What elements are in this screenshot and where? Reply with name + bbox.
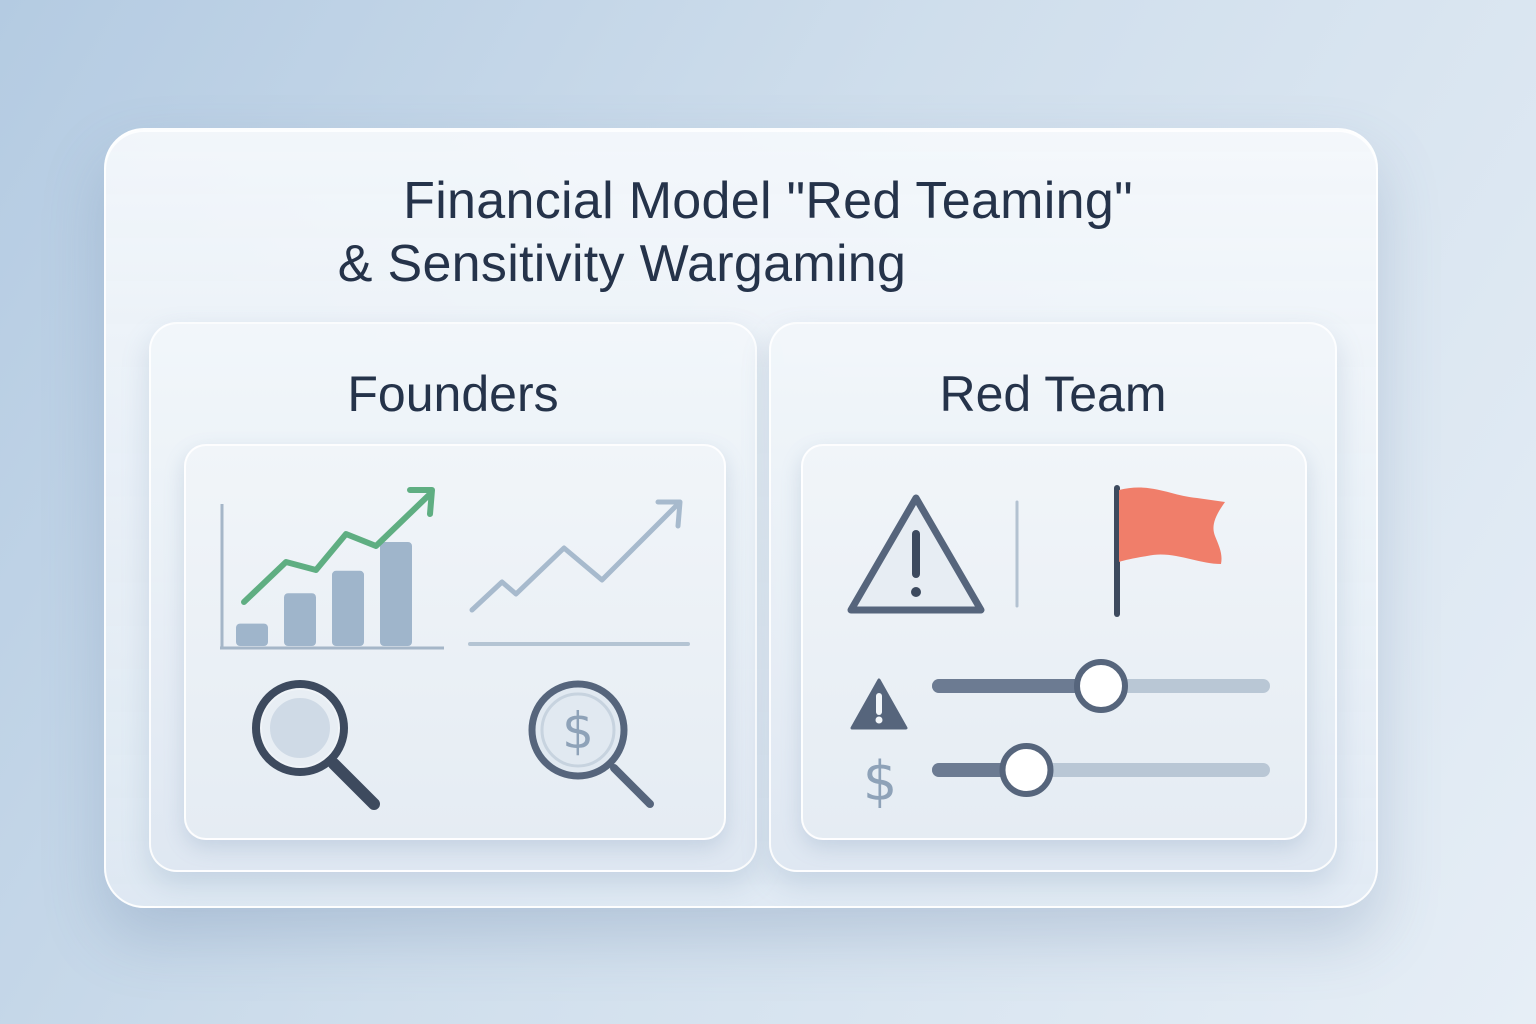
dollar-search-icon: $ [528, 680, 654, 808]
slider-dollar-icon: $ [863, 750, 897, 813]
slider-cost[interactable] [931, 740, 1271, 800]
red-team-heading: Red Team [939, 366, 1167, 422]
page-title-line-1: Financial Model "Red Teaming" [403, 172, 1133, 230]
slider-knob[interactable] [999, 743, 1054, 797]
chart-bar [332, 570, 364, 646]
founders-heading: Founders [347, 366, 559, 422]
red-team-panel: Red Team $ [769, 322, 1337, 872]
page-title-line-2: & Sensitivity Wargaming [337, 235, 907, 293]
chart-bar [284, 593, 316, 646]
svg-text:$: $ [863, 750, 897, 813]
divider [1015, 500, 1019, 608]
red-team-icon-tray: $ [801, 444, 1307, 840]
red-flag-icon [1114, 485, 1225, 617]
magnifier-icon [252, 680, 380, 810]
growth-arrow-head [407, 487, 435, 517]
growth-arrow-line [241, 491, 433, 605]
slider-risk[interactable] [931, 656, 1271, 716]
growth-chart-icon [220, 487, 444, 650]
founders-panel: Founders $ [149, 322, 757, 872]
chart-bar [380, 542, 412, 646]
warning-icon [847, 494, 985, 614]
slider-knob[interactable] [1074, 659, 1128, 713]
slider-warning-icon [850, 678, 908, 730]
chart-bar [236, 623, 268, 646]
trend-line-icon [468, 499, 690, 646]
founders-icon-tray: $ [184, 444, 726, 840]
dollar-glyph: $ [562, 702, 594, 760]
